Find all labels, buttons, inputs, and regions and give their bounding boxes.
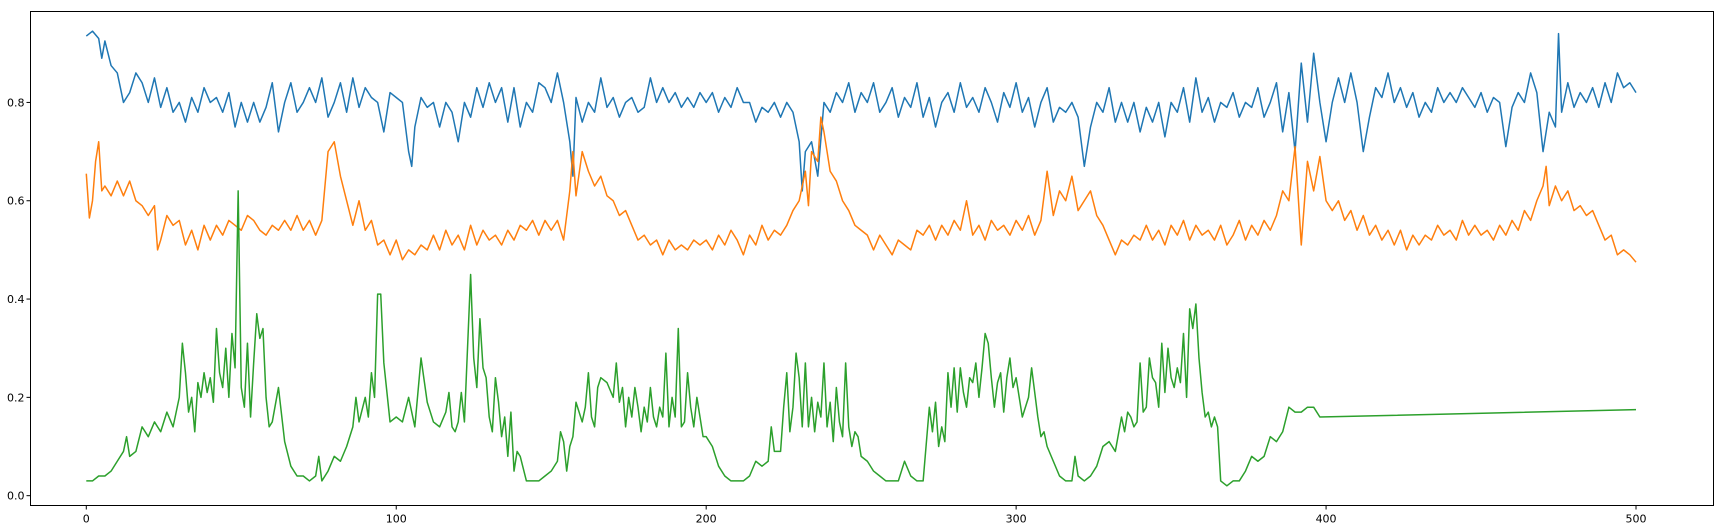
x-tick-label: 300: [1006, 513, 1027, 525]
y-tick-label: 0.2: [7, 391, 25, 404]
x-tick-label: 100: [386, 513, 407, 525]
series-line-2: [85, 116, 1637, 263]
x-tick-label: 200: [696, 513, 717, 525]
y-tick-label: 0.0: [7, 490, 25, 503]
x-axis: 0 100 200 300 400 500: [83, 505, 1647, 526]
y-tick-label: 0.8: [7, 96, 25, 109]
x-tick-label: 500: [1626, 513, 1647, 525]
series-layer: [85, 30, 1637, 487]
y-tick-label: 0.4: [7, 293, 25, 306]
series-line-3: [86, 190, 1637, 487]
x-tick-label: 0: [83, 513, 90, 525]
y-axis: 0.0 0.2 0.4 0.6 0.8: [7, 96, 31, 503]
y-tick-label: 0.6: [7, 195, 25, 208]
series-line-1: [85, 30, 1637, 192]
x-tick-label: 400: [1316, 513, 1337, 525]
